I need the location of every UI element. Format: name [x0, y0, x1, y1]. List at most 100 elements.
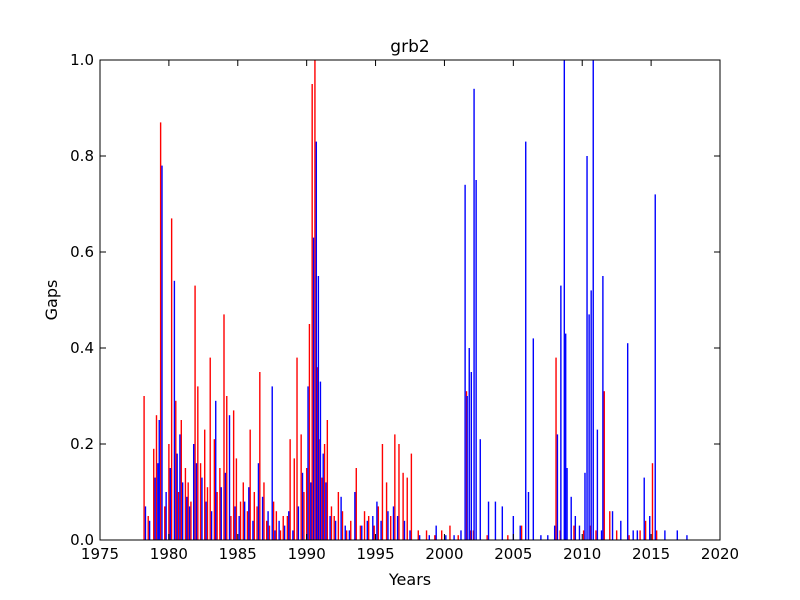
bar [159, 122, 162, 541]
bar [253, 492, 256, 540]
bar [230, 516, 232, 540]
bar [330, 506, 333, 540]
bar [501, 506, 504, 540]
bar [479, 439, 481, 540]
bar [473, 88, 475, 541]
bar [394, 434, 396, 540]
bar [278, 520, 280, 540]
bar [242, 482, 244, 540]
bar [628, 535, 630, 540]
bar [205, 501, 207, 540]
y-tick-label: 0.6 [70, 243, 94, 261]
bar [175, 400, 177, 540]
bar [235, 458, 238, 540]
bar [201, 477, 203, 540]
bar [470, 372, 473, 540]
bar [434, 535, 436, 540]
bar [279, 530, 282, 540]
bar [376, 501, 378, 540]
bar [224, 472, 227, 540]
bar [308, 324, 311, 540]
y-tick-label: 0.8 [70, 147, 94, 165]
bar [184, 468, 187, 540]
bar [377, 506, 380, 540]
bar [238, 516, 240, 540]
bar [520, 525, 523, 540]
bar [286, 516, 289, 540]
bar [326, 420, 329, 540]
bar [187, 482, 189, 540]
bar [197, 386, 199, 540]
bar [361, 525, 363, 540]
bar [274, 530, 276, 540]
bar [261, 496, 264, 540]
bar [181, 482, 184, 540]
bar [603, 391, 605, 540]
bar [664, 530, 666, 540]
bar [216, 492, 218, 540]
bar [305, 468, 308, 540]
x-tick-label: 2010 [563, 545, 601, 563]
bar [307, 386, 309, 540]
bar [590, 290, 592, 540]
bar [387, 511, 389, 540]
bar [323, 444, 326, 540]
bar [602, 276, 604, 540]
bar [632, 530, 634, 540]
bar [177, 492, 180, 540]
bar [292, 530, 294, 540]
bar [460, 530, 462, 540]
bar [310, 482, 312, 540]
bar [475, 180, 477, 540]
bar [267, 511, 269, 540]
bar [367, 516, 370, 540]
bar [248, 487, 250, 540]
bar [409, 530, 411, 540]
bar [582, 530, 585, 540]
x-tick-label: 1985 [219, 545, 257, 563]
bar [428, 535, 430, 540]
bar [195, 463, 198, 540]
bar [566, 468, 568, 540]
bar [186, 496, 188, 540]
x-tick-label: 2005 [494, 545, 532, 563]
bar [206, 487, 209, 540]
bar [410, 453, 413, 540]
bar [643, 477, 645, 540]
bar [464, 184, 466, 541]
bar [445, 535, 447, 540]
bar [396, 516, 399, 540]
bar [263, 482, 265, 540]
bar [366, 520, 368, 540]
bar [626, 343, 629, 540]
bar [600, 530, 603, 540]
bar [234, 506, 236, 540]
x-tick-label: 2000 [425, 545, 463, 563]
bar [578, 525, 581, 540]
bar [592, 60, 594, 540]
bar [334, 520, 337, 540]
bar [300, 434, 302, 540]
bar [564, 333, 567, 540]
chart-title: grb2 [390, 37, 429, 57]
bar [311, 84, 313, 540]
bar [297, 506, 300, 540]
bar [457, 535, 459, 540]
bar [282, 516, 284, 540]
bar [532, 338, 535, 540]
bars-layer [143, 60, 688, 541]
bar [210, 511, 213, 540]
bar [402, 472, 404, 540]
bar [620, 520, 622, 540]
bar [555, 357, 557, 540]
bar [449, 525, 451, 540]
x-axis-label: Years [388, 570, 431, 589]
bar [584, 472, 586, 540]
bar [595, 530, 597, 540]
bar [466, 396, 468, 540]
bar [596, 429, 599, 540]
bar [615, 530, 618, 540]
bar [293, 458, 295, 540]
bar [350, 520, 352, 540]
bar [315, 141, 318, 540]
